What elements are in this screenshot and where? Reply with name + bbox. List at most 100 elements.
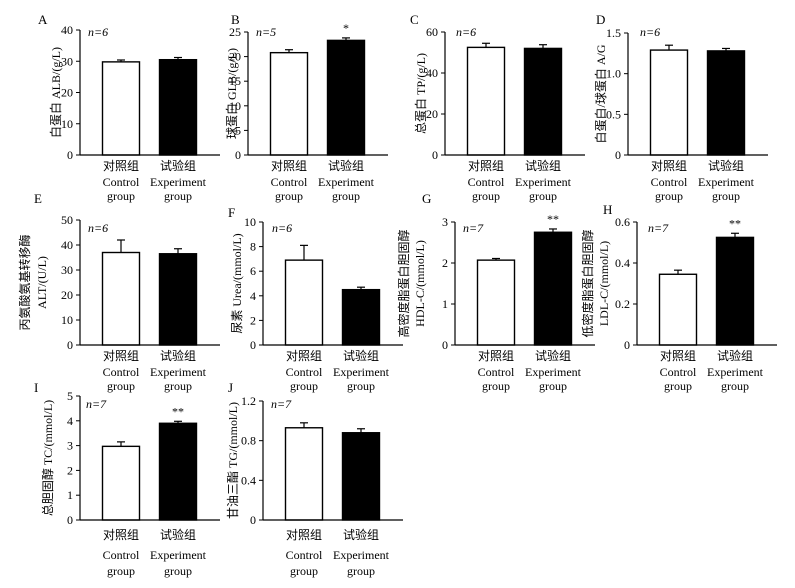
x-group-label-experiment: Experiment (318, 175, 375, 189)
y-axis-title: 球蛋白 GLB/(g/L) (224, 48, 239, 139)
x-group-label-experiment: 试验组 (717, 348, 753, 363)
y-tick-label: 5 (235, 123, 241, 137)
bar-experiment (158, 422, 198, 521)
y-tick-label: 5 (67, 389, 73, 403)
x-group-label-experiment: 试验组 (708, 158, 744, 173)
panel-letter: A (38, 12, 48, 27)
bar-control (101, 445, 141, 521)
x-group-label-experiment: 试验组 (525, 158, 561, 173)
bar-control (269, 51, 309, 156)
y-tick-label: 0.4 (615, 256, 630, 270)
chart-panel-i: In=7 0 1 2 3 4 5 总胆固醇 TC/(mmol/L) ** 对照组 Control gr… (34, 380, 220, 578)
panel-letter: H (603, 202, 612, 217)
panel-letter: B (231, 12, 240, 27)
x-group-label-experiment: Experiment (525, 365, 582, 379)
y-tick-label: 1.2 (241, 394, 256, 408)
sample-size-label: n=6 (88, 221, 108, 235)
y-tick-label: 0.6 (615, 215, 630, 229)
y-tick-label: 40 (61, 23, 73, 37)
y-tick-label: 4 (67, 414, 73, 428)
panel-letter: D (596, 12, 605, 27)
x-group-label-experiment: group (164, 379, 192, 393)
x-group-label-control: group (107, 379, 135, 393)
y-tick-label: 60 (426, 25, 438, 39)
x-group-label-experiment: group (347, 379, 375, 393)
x-group-label-control: group (472, 189, 500, 203)
bar-experiment (523, 47, 563, 156)
bar-experiment (326, 39, 366, 156)
x-group-label-control: Control (468, 175, 505, 189)
y-tick-label: 0.4 (241, 473, 256, 487)
y-tick-label: 6 (250, 264, 256, 278)
y-axis-title: 总蛋白 TP/(g/L) (413, 53, 428, 134)
y-axis-title: 白蛋白/球蛋白 A/G (593, 44, 608, 143)
x-group-label-experiment: 试验组 (343, 527, 379, 542)
x-group-label-experiment: Experiment (333, 365, 390, 379)
y-tick-label: 0.2 (615, 297, 630, 311)
x-group-label-control: 对照组 (286, 528, 322, 542)
panel-letter: C (410, 12, 419, 27)
y-tick-label: 2 (67, 463, 73, 477)
sample-size-label: n=7 (463, 221, 484, 235)
bar-experiment (158, 253, 198, 346)
x-group-label-experiment: Experiment (150, 548, 207, 562)
sample-size-label: n=6 (456, 25, 476, 39)
x-group-label-experiment: group (539, 379, 567, 393)
y-tick-label: 0 (67, 513, 73, 527)
y-axis-title: 白蛋白 ALB/(g/L) (48, 47, 63, 138)
sample-size-label: n=7 (86, 397, 107, 411)
y-tick-label: 10 (229, 99, 241, 113)
y-tick-label: 20 (61, 288, 73, 302)
x-group-label-control: 对照组 (103, 159, 139, 173)
x-group-label-control: Control (286, 548, 323, 562)
y-axis-title: 低密度脂蛋白胆固醇 (580, 229, 595, 337)
y-axis-title: HDL-C/(mmol/L) (413, 240, 427, 327)
y-tick-label: 0 (250, 338, 256, 352)
x-group-label-experiment: Experiment (707, 365, 764, 379)
y-axis-title: 高密度脂蛋白胆固醇 (396, 229, 411, 337)
y-tick-label: 20 (426, 107, 438, 121)
x-group-label-control: 对照组 (651, 159, 687, 173)
x-group-label-control: Control (286, 365, 323, 379)
bar-experiment (341, 432, 381, 521)
y-axis-title: 甘油三酯 TG/(mmol/L) (226, 402, 240, 519)
bar-control (284, 427, 324, 521)
panel-letter: I (34, 380, 38, 395)
y-tick-label: 1.5 (606, 26, 621, 40)
y-tick-label: 2 (442, 256, 448, 270)
bar-control (101, 251, 141, 346)
y-tick-label: 3 (442, 215, 448, 229)
x-group-label-control: Control (103, 175, 140, 189)
y-tick-label: 8 (250, 240, 256, 254)
x-group-label-experiment: 试验组 (160, 527, 196, 542)
x-group-label-experiment: 试验组 (160, 158, 196, 173)
y-tick-label: 0 (250, 513, 256, 527)
x-group-label-control: group (290, 564, 318, 578)
x-group-label-control: group (107, 189, 135, 203)
bar-experiment (158, 58, 198, 156)
y-tick-label: 0.8 (241, 434, 256, 448)
y-tick-label: 40 (426, 66, 438, 80)
y-tick-label: 15 (229, 74, 241, 88)
x-group-label-control: 对照组 (103, 349, 139, 363)
sample-size-label: n=6 (88, 25, 108, 39)
bar-experiment (715, 236, 755, 346)
x-group-label-experiment: 试验组 (160, 348, 196, 363)
y-tick-label: 10 (61, 117, 73, 131)
y-tick-label: 0 (432, 148, 438, 162)
bar-control (476, 259, 516, 346)
x-group-label-control: 对照组 (103, 528, 139, 542)
y-tick-label: 0 (624, 338, 630, 352)
x-group-label-control: group (107, 564, 135, 578)
x-group-label-control: 对照组 (468, 159, 504, 173)
bar-control (649, 49, 689, 156)
y-tick-label: 1 (67, 488, 73, 502)
y-tick-label: 20 (229, 50, 241, 64)
x-group-label-experiment: group (529, 189, 557, 203)
x-group-label-experiment: Experiment (150, 175, 207, 189)
